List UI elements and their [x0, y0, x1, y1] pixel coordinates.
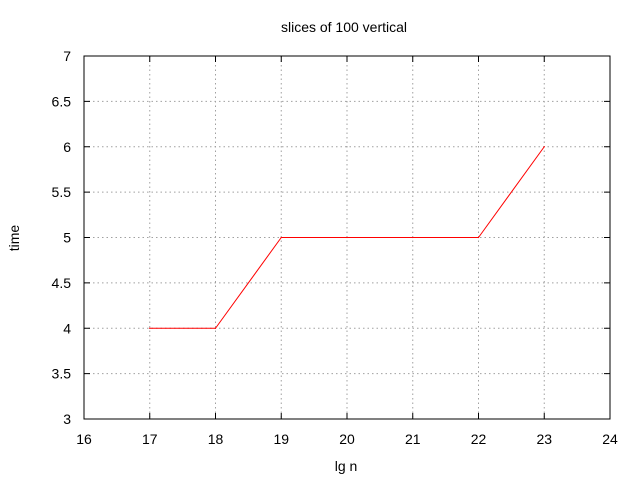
series-line-segment: [215, 237, 282, 329]
data-point: [149, 327, 151, 329]
data-point: [543, 146, 545, 148]
x-tick-label: 16: [76, 431, 92, 447]
data-point: [477, 236, 480, 239]
y-tick-label: 6: [63, 139, 71, 155]
data-point: [346, 236, 348, 239]
y-tick-label: 6.5: [52, 93, 72, 109]
x-tick-label: 23: [536, 431, 552, 447]
y-tick-label: 4.5: [52, 275, 72, 291]
x-tick-label: 19: [273, 431, 289, 447]
series-line-segment: [478, 146, 545, 238]
x-tick-label: 21: [405, 431, 421, 447]
x-axis-tick-labels: 16 17 18 19 20 21 22 23 24: [76, 431, 618, 447]
chart-title: slices of 100 vertical: [281, 19, 407, 35]
y-tick-label: 3.5: [52, 366, 72, 382]
data-point: [214, 327, 217, 329]
x-tick-label: 18: [208, 431, 224, 447]
y-tick-label: 7: [63, 48, 71, 64]
x-tick-label: 17: [142, 431, 158, 447]
series-lines: [149, 146, 545, 329]
plot-frame: [83, 55, 611, 420]
y-tick-label: 5: [63, 230, 71, 246]
y-tick-label: 4: [63, 320, 71, 336]
y-tick-label: 3: [63, 411, 71, 427]
x-tick-label: 22: [471, 431, 487, 447]
data-point: [280, 236, 282, 239]
data-point: [412, 236, 414, 239]
y-axis-label: time: [6, 225, 22, 252]
y-tick-label: 5.5: [52, 184, 72, 200]
x-tick-label: 24: [602, 431, 618, 447]
x-tick-label: 20: [339, 431, 355, 447]
x-axis-label: lg n: [335, 458, 358, 474]
y-axis-tick-labels: 3 3.5 4 4.5 5 5.5 6 6.5 7: [52, 48, 72, 427]
